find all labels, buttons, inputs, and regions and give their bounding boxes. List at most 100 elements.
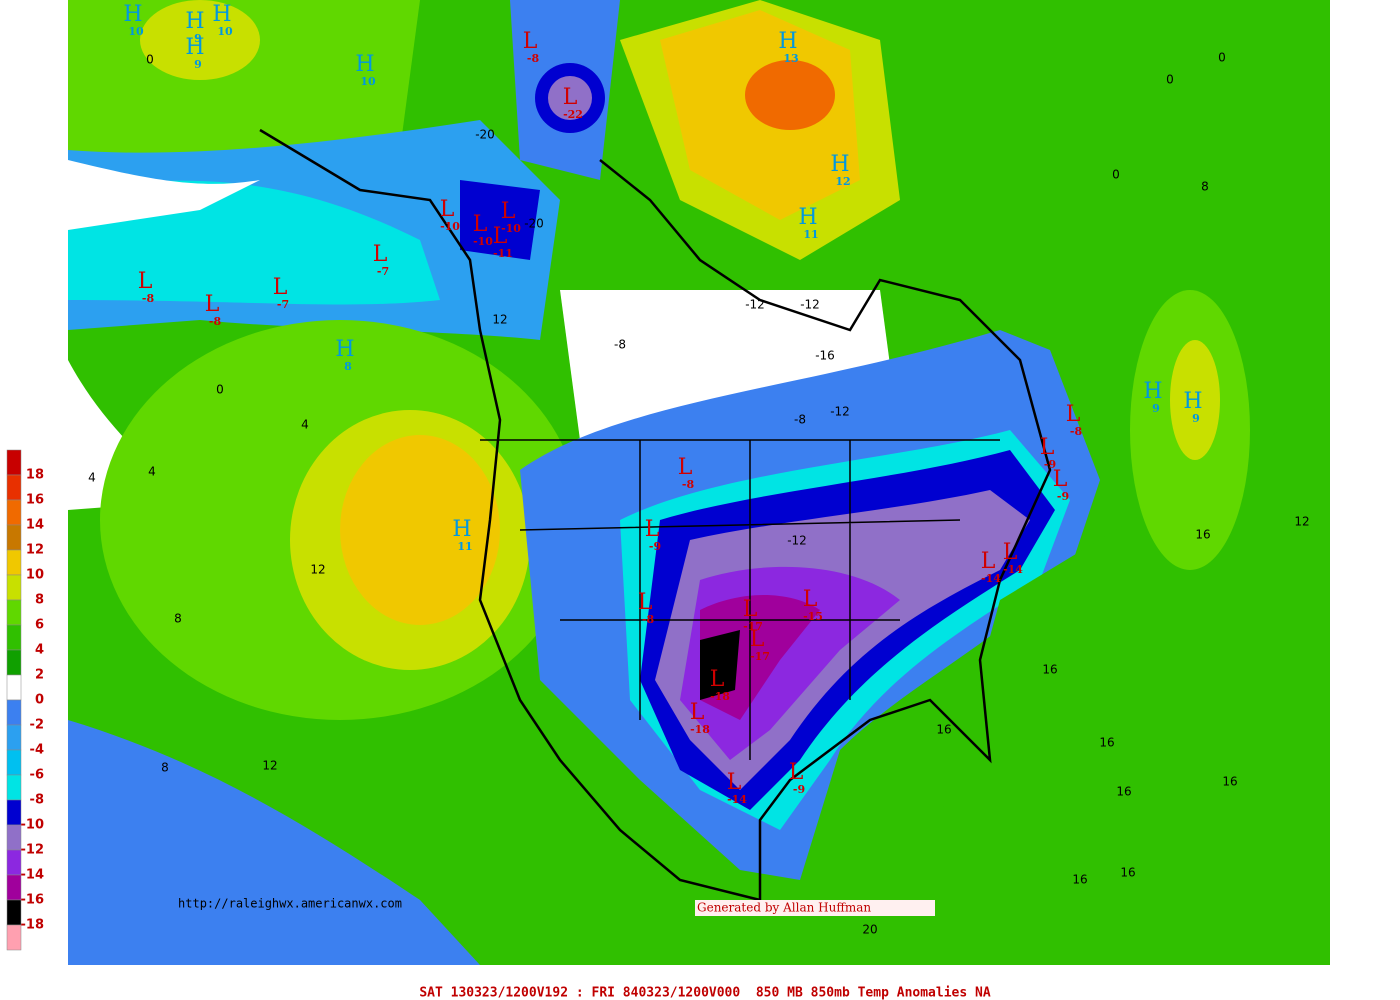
contour-label: 12: [1294, 515, 1309, 529]
contour-label: 0: [146, 53, 154, 67]
scale-swatch: [6, 674, 22, 701]
scale-label: 4: [35, 643, 44, 658]
scale-swatch: [6, 849, 22, 876]
scale-swatch: [6, 824, 22, 851]
contour-label: -12: [800, 298, 820, 312]
center-value: 11: [457, 540, 472, 553]
contour-label: -8: [794, 413, 806, 427]
contour-label: -12: [745, 298, 765, 312]
center-letter: L: [803, 587, 818, 612]
center-letter: L: [1003, 540, 1018, 565]
field-warm: [1170, 340, 1220, 460]
center-value: 9: [1152, 402, 1160, 415]
contour-label: 0: [1218, 51, 1226, 65]
contour-label: 0: [1112, 168, 1120, 182]
scale-label: 0: [35, 693, 44, 708]
contour-label: 16: [1099, 736, 1114, 750]
scale-swatch: [6, 549, 22, 576]
scale-swatch: [6, 624, 22, 651]
scale-label: -6: [30, 768, 44, 783]
contour-label: -12: [830, 405, 850, 419]
credit-box: [695, 900, 935, 916]
border: [480, 439, 1000, 760]
scale-swatch: [6, 649, 22, 676]
center-letter: L: [440, 197, 455, 222]
center-value: -14: [1003, 563, 1023, 576]
center-letter: L: [273, 275, 288, 300]
coastlines: [259, 128, 1052, 902]
contour-label: 16: [936, 723, 951, 737]
field-cold: [68, 720, 480, 965]
center-value: 10: [128, 25, 144, 38]
center-value: -11: [493, 247, 513, 260]
center-letter: L: [1066, 402, 1081, 427]
center-letter: L: [789, 760, 804, 785]
scale-swatch: [6, 874, 22, 901]
scale-label: 12: [26, 543, 44, 558]
scale-label: -12: [21, 843, 45, 858]
center-letter: L: [373, 242, 388, 267]
scale-label: -10: [21, 818, 45, 833]
contour-label: 4: [301, 418, 309, 432]
scale-swatch: [6, 499, 22, 526]
center-value: -10: [501, 222, 521, 235]
coastline: [259, 128, 761, 902]
center-value: -14: [727, 793, 747, 806]
center-value: -17: [743, 620, 763, 633]
contour-label: 8: [174, 612, 182, 626]
center-letter: H: [335, 337, 354, 362]
center-value: 13: [783, 52, 798, 65]
scale-swatch: [6, 449, 22, 476]
scale-swatch: [6, 474, 22, 501]
center-letter: L: [678, 455, 693, 480]
contour-label: 8: [161, 761, 169, 775]
scale-label: -2: [30, 718, 44, 733]
scale-label: -8: [30, 793, 44, 808]
center-value: 12: [835, 175, 850, 188]
center-value: 10: [217, 25, 233, 38]
contour-label: -8: [614, 338, 626, 352]
center-letter: H: [1183, 389, 1202, 414]
contour-label: -12: [787, 534, 807, 548]
center-letter: L: [743, 597, 758, 622]
center-value: 10: [360, 75, 376, 88]
center-letter: L: [690, 700, 705, 725]
scale-swatch: [6, 924, 22, 951]
center-value: -8: [1070, 425, 1083, 438]
center-letter: L: [501, 199, 516, 224]
contour-label: 16: [1116, 785, 1131, 799]
center-value: -8: [209, 315, 222, 328]
footer: SAT 130323/1200V192 : FRI 840323/1200V00…: [419, 986, 991, 1000]
scale-label: -4: [30, 743, 44, 758]
contour-label: -16: [815, 349, 835, 363]
center-letter: H: [185, 35, 204, 60]
center-letter: L: [727, 770, 742, 795]
center-letter: L: [645, 517, 660, 542]
color-scale: 18 16 14 12 10 8 6 4 2 0 -2 -4 -6 -8 -10 -12 -14 -16 -18: [6, 449, 45, 951]
center-value: 11: [803, 228, 818, 241]
center-letter: L: [1053, 467, 1068, 492]
contour-label: 4: [148, 465, 156, 479]
contour-label: 16: [1120, 866, 1135, 880]
credit: Generated by Allan Huffman: [697, 901, 871, 915]
scale-label: -18: [21, 918, 45, 933]
field-cold: [460, 180, 540, 260]
center-letter: L: [750, 627, 765, 652]
center-letter: H: [185, 9, 204, 34]
field-warm: [340, 435, 500, 625]
center-value: -18: [690, 723, 710, 736]
contour-labels: 0 0 4 4 4 12 8 8 12 16 16 16 16 16 16 12 16 16 20 0 8 -12 -8 -1…: [88, 51, 1309, 937]
field-cold: [700, 630, 740, 700]
center-value: -18: [710, 690, 730, 703]
contour-label: 16: [1042, 663, 1057, 677]
contour-label: 12: [262, 759, 277, 773]
scale-swatch: [6, 899, 22, 926]
contour-label: 0: [216, 383, 224, 397]
anomaly-field: [68, 0, 1330, 965]
scale-swatch: [6, 774, 22, 801]
center-value: -7: [277, 298, 289, 311]
field-warm: [140, 0, 260, 80]
center-value: -9: [793, 783, 805, 796]
